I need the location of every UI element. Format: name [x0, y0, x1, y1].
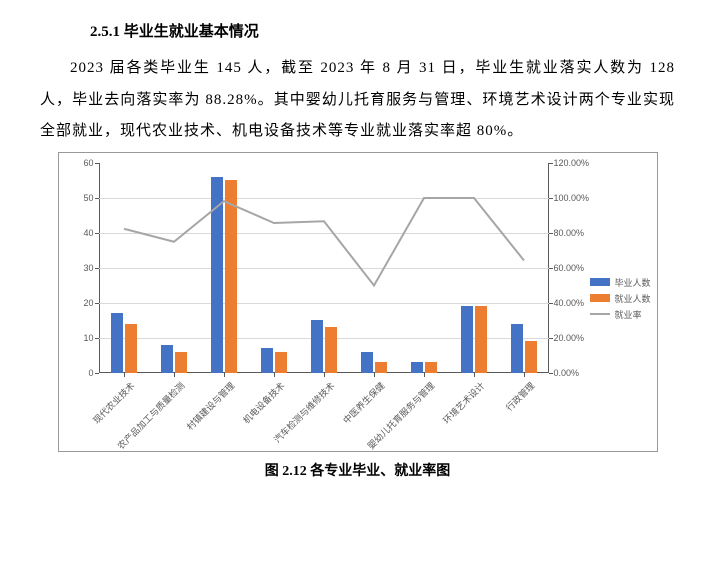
legend-item: 毕业人数	[590, 276, 650, 289]
y-right-tick-label: 0.00%	[554, 368, 580, 378]
y-right-tick-label: 20.00%	[554, 333, 585, 343]
tick-mark	[549, 303, 553, 304]
tick-mark	[549, 338, 553, 339]
x-category-label: 现代农业技术	[89, 379, 136, 426]
y-left-tick-label: 30	[83, 263, 93, 273]
tick-mark	[474, 373, 475, 377]
tick-mark	[549, 233, 553, 234]
y-left-tick-label: 40	[83, 228, 93, 238]
employment-chart: 0 10 20 30 40 50 60 0.00% 20.00% 40.00% 60.00% 80.0…	[58, 152, 658, 452]
tick-mark	[524, 373, 525, 377]
x-category-label: 环境艺术设计	[439, 379, 486, 426]
y-right-tick-label: 60.00%	[554, 263, 585, 273]
legend-swatch-icon	[590, 294, 610, 302]
y-right-tick-label: 40.00%	[554, 298, 585, 308]
y-left-tick-label: 0	[88, 368, 93, 378]
plot-area: 01020304050600.00%20.00%40.00%60.00%80.0…	[99, 163, 549, 373]
tick-mark	[424, 373, 425, 377]
x-category-label: 机电设备技术	[239, 379, 286, 426]
chart-legend: 毕业人数 就业人数 就业率	[590, 273, 650, 324]
y-right-tick-label: 80.00%	[554, 228, 585, 238]
legend-item: 就业率	[590, 308, 650, 321]
section-heading: 2.5.1 毕业生就业基本情况	[40, 20, 675, 41]
tick-mark	[95, 373, 99, 374]
x-category-label: 行政管理	[502, 379, 537, 414]
y-left-tick-label: 10	[83, 333, 93, 343]
tick-mark	[124, 373, 125, 377]
tick-mark	[549, 198, 553, 199]
y-right-tick-label: 100.00%	[554, 193, 590, 203]
body-paragraph: 2023 届各类毕业生 145 人，截至 2023 年 8 月 31 日，毕业生…	[40, 53, 675, 148]
line-series	[99, 163, 549, 373]
tick-mark	[274, 373, 275, 377]
y-right-tick-label: 120.00%	[554, 158, 590, 168]
y-left-tick-label: 60	[83, 158, 93, 168]
tick-mark	[549, 268, 553, 269]
y-left-tick-label: 20	[83, 298, 93, 308]
x-category-label: 中医养生保健	[339, 379, 386, 426]
tick-mark	[549, 373, 553, 374]
legend-label: 毕业人数	[614, 276, 650, 289]
tick-mark	[549, 163, 553, 164]
tick-mark	[174, 373, 175, 377]
x-category-label: 村镇建设与管理	[183, 379, 237, 433]
legend-label: 就业率	[614, 308, 641, 321]
tick-mark	[324, 373, 325, 377]
legend-label: 就业人数	[614, 292, 650, 305]
legend-item: 就业人数	[590, 292, 650, 305]
figure-caption: 图 2.12 各专业毕业、就业率图	[40, 460, 675, 480]
y-left-tick-label: 50	[83, 193, 93, 203]
legend-line-icon	[590, 313, 610, 315]
tick-mark	[374, 373, 375, 377]
legend-swatch-icon	[590, 278, 610, 286]
tick-mark	[224, 373, 225, 377]
